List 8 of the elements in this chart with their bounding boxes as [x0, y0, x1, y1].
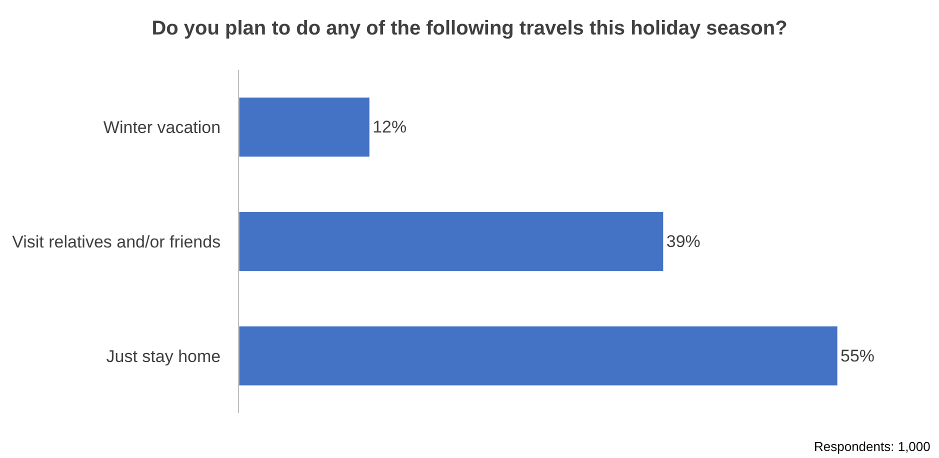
y-tick-label: Just stay home [106, 346, 221, 366]
y-tick-label: Visit relatives and/or friends [12, 232, 221, 252]
chart-title: Do you plan to do any of the following travels this holiday season? [152, 18, 788, 40]
data-label: 55% [840, 346, 875, 366]
data-label: 12% [372, 118, 407, 137]
y-tick-label: Winter vacation [103, 118, 221, 138]
data-label: 39% [666, 232, 700, 251]
text: Respondents: 1,000 [814, 439, 930, 454]
